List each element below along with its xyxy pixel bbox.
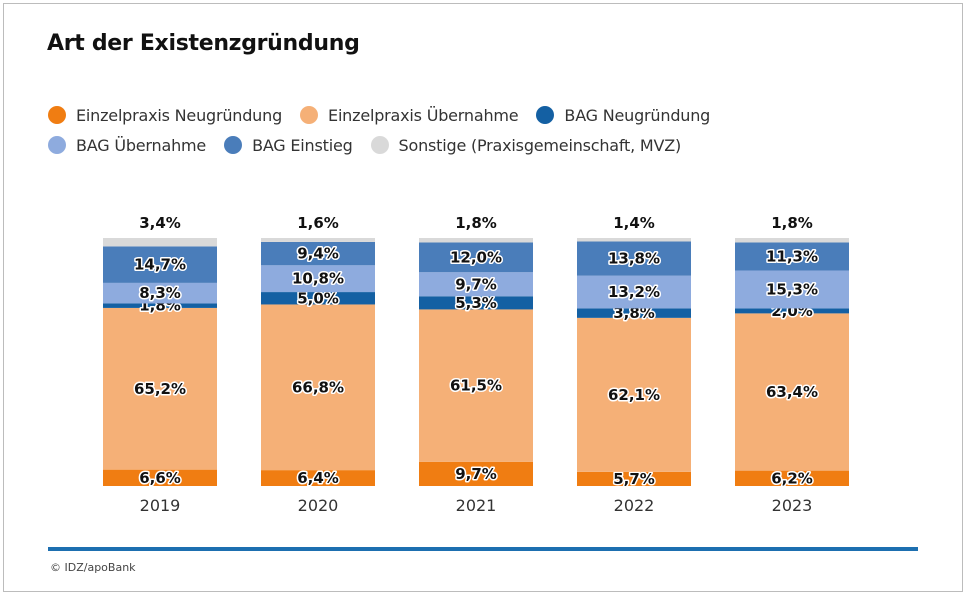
source-note: © IDZ/apoBank [50,561,136,574]
bar-segment-einzelpraxis-neugr-ndung-2022 [577,471,691,486]
bar-segment-sonstige-praxisgemeinschaft-mvz-2020 [261,238,375,242]
legend-label: BAG Einstieg [252,135,353,155]
legend-swatch [48,136,66,154]
data-label-bag-einstieg-2019: 14,7% [134,256,186,274]
bar-segment-einzelpraxis-neugr-ndung-2020 [261,470,375,486]
data-label-einzelpraxis-neugr-ndung-2020: 6,4% [297,469,339,487]
data-label-bag-bernahme-2022: 13,2% [608,283,660,301]
data-label-bag-einstieg-2023: 11,3% [766,247,818,265]
bar-segment-bag-einstieg-2022 [577,241,691,276]
data-label-bag-bernahme-2020: 10,8% [292,270,344,288]
data-label-bag-bernahme-2019: 8,3% [139,284,181,302]
data-label-einzelpraxis-bernahme-2019: 65,2% [134,380,186,398]
legend: Einzelpraxis Neugründung Einzelpraxis Üb… [48,100,928,160]
data-label-einzelpraxis-neugr-ndung-2023: 6,2% [771,469,813,487]
data-label-einzelpraxis-neugr-ndung-2019: 6,6% [139,469,181,487]
x-tick-label-2021: 2021 [456,496,497,515]
legend-label: Sonstige (Praxisgemeinschaft, MVZ) [398,135,682,155]
x-tick-label-2022: 2022 [614,496,655,515]
data-label-einzelpraxis-bernahme-2021: 61,5% [450,377,502,395]
legend-label: BAG Übernahme [76,135,207,155]
bar-segment-bag-bernahme-2020 [261,265,375,293]
bar-segment-bag-bernahme-2023 [735,270,849,309]
bar-segment-bag-neugr-ndung-2022 [577,308,691,318]
x-tick-label-2019: 2019 [140,496,181,515]
bar-segment-bag-einstieg-2021 [419,242,533,273]
legend-label: Einzelpraxis Neugründung [76,105,283,125]
legend-row-2: BAG Übernahme BAG Einstieg Sonstige (Pra… [48,130,928,160]
legend-swatch [300,106,319,124]
data-label-sonstige-praxisgemeinschaft-mvz-2019: 3,4% [139,214,181,232]
legend-swatch [224,136,243,154]
bar-segment-einzelpraxis-bernahme-2023 [735,313,849,471]
bar-segment-bag-einstieg-2020 [261,241,375,266]
legend-label: Einzelpraxis Übernahme [328,105,519,125]
bar-segment-einzelpraxis-bernahme-2019 [103,307,217,470]
legend-swatch [48,106,66,124]
bar-segment-bag-neugr-ndung-2020 [261,292,375,305]
bar-segment-sonstige-praxisgemeinschaft-mvz-2021 [419,238,533,243]
bar-segment-bag-bernahme-2022 [577,275,691,309]
bar-segment-bag-neugr-ndung-2023 [735,308,849,314]
bar-segment-bag-einstieg-2019 [103,246,217,283]
bar-segment-sonstige-praxisgemeinschaft-mvz-2019 [103,238,217,247]
data-label-bag-neugr-ndung-2020: 5,0% [297,289,339,307]
legend-item-einzelpraxis-neugruendung: Einzelpraxis Neugründung [48,106,282,125]
data-label-sonstige-praxisgemeinschaft-mvz-2020: 1,6% [297,214,339,232]
bar-segment-bag-neugr-ndung-2019 [103,303,217,308]
data-label-bag-bernahme-2021: 9,7% [455,275,497,293]
chart-title: Art der Existenzgründung [47,31,360,56]
legend-row-1: Einzelpraxis Neugründung Einzelpraxis Üb… [48,100,928,130]
bar-segment-bag-bernahme-2021 [419,272,533,297]
data-label-bag-einstieg-2020: 9,4% [297,245,339,263]
bar-segment-einzelpraxis-bernahme-2021 [419,309,533,462]
bar-segment-sonstige-praxisgemeinschaft-mvz-2023 [735,238,849,243]
bar-segment-bag-neugr-ndung-2021 [419,296,533,310]
legend-item-bag-uebernahme: BAG Übernahme [48,136,206,155]
legend-item-bag-einstieg: BAG Einstieg [224,135,353,155]
data-label-einzelpraxis-bernahme-2023: 63,4% [766,383,818,401]
bar-segment-sonstige-praxisgemeinschaft-mvz-2022 [577,238,691,242]
x-tick-label-2023: 2023 [772,496,813,515]
x-tick-label-2020: 2020 [298,496,339,515]
data-label-bag-bernahme-2023: 15,3% [766,280,818,298]
legend-item-sonstige: Sonstige (Praxisgemeinschaft, MVZ) [370,135,682,155]
data-label-bag-einstieg-2022: 13,8% [608,250,660,268]
legend-item-einzelpraxis-uebernahme: Einzelpraxis Übernahme [300,105,519,125]
data-label-bag-neugr-ndung-2021: 5,3% [455,294,497,312]
bar-segment-einzelpraxis-neugr-ndung-2021 [419,461,533,486]
data-label-bag-einstieg-2021: 12,0% [450,248,502,266]
data-label-sonstige-praxisgemeinschaft-mvz-2021: 1,8% [455,214,497,232]
bar-segment-einzelpraxis-neugr-ndung-2023 [735,470,849,486]
data-label-einzelpraxis-neugr-ndung-2021: 9,7% [455,465,497,483]
legend-swatch [536,106,555,124]
data-label-sonstige-praxisgemeinschaft-mvz-2023: 1,8% [771,214,813,232]
bar-segment-einzelpraxis-neugr-ndung-2019 [103,469,217,486]
legend-swatch [370,136,389,154]
bar-segment-einzelpraxis-bernahme-2020 [261,304,375,471]
data-label-einzelpraxis-neugr-ndung-2022: 5,7% [613,470,655,488]
data-label-einzelpraxis-bernahme-2020: 66,8% [292,378,344,396]
bar-segment-einzelpraxis-bernahme-2022 [577,317,691,472]
bar-segment-bag-einstieg-2023 [735,242,849,271]
data-label-einzelpraxis-bernahme-2022: 62,1% [608,386,660,404]
bar-segment-bag-bernahme-2019 [103,282,217,304]
footer-rule [48,547,918,551]
data-label-sonstige-praxisgemeinschaft-mvz-2022: 1,4% [613,214,655,232]
legend-label: BAG Neugründung [564,105,711,125]
legend-item-bag-neugruendung: BAG Neugründung [536,106,710,125]
